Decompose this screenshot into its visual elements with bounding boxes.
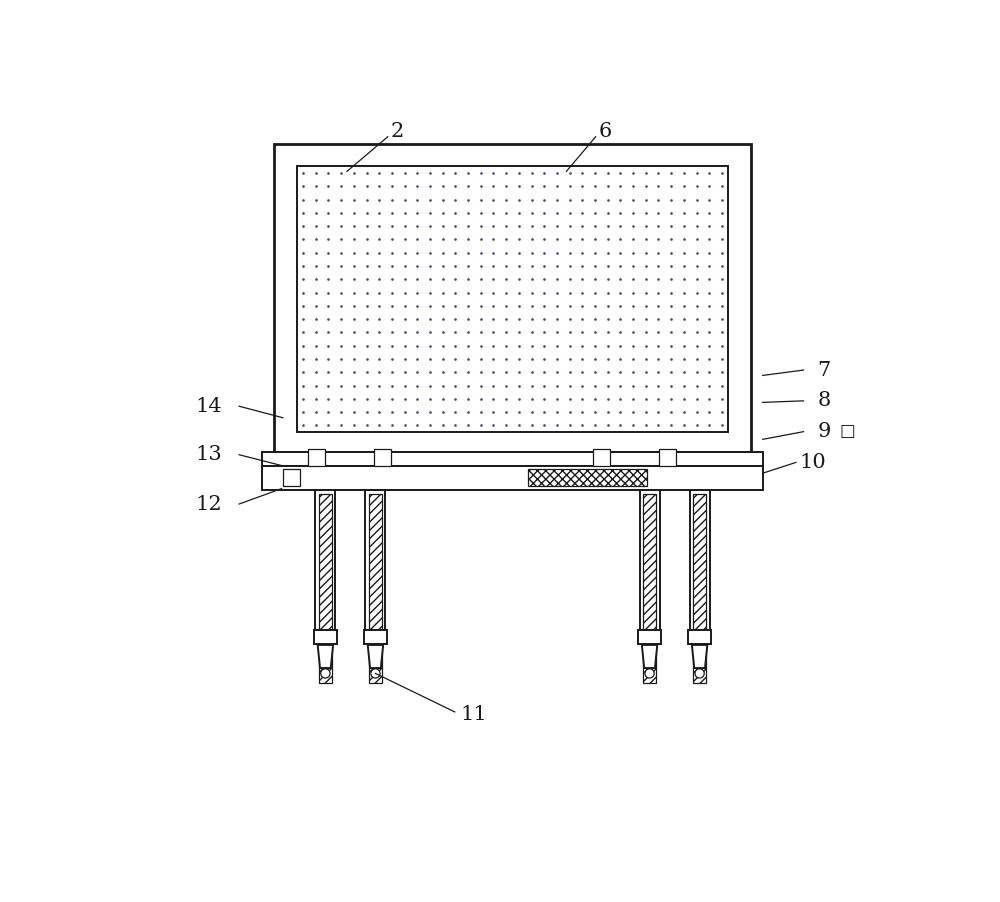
Bar xyxy=(274,144,751,453)
Bar xyxy=(308,448,325,465)
Text: 10: 10 xyxy=(799,453,826,472)
Text: 9: 9 xyxy=(818,422,831,441)
Text: 12: 12 xyxy=(195,494,222,513)
Circle shape xyxy=(695,668,704,678)
Polygon shape xyxy=(642,645,657,668)
Bar xyxy=(262,452,763,465)
Polygon shape xyxy=(692,645,707,668)
Bar xyxy=(369,494,382,684)
Circle shape xyxy=(321,668,330,678)
Text: 8: 8 xyxy=(818,391,831,410)
Bar xyxy=(688,630,711,644)
Bar xyxy=(690,490,710,631)
Text: 14: 14 xyxy=(195,397,222,416)
Bar xyxy=(262,465,763,490)
Bar xyxy=(593,448,610,465)
Bar xyxy=(314,630,337,644)
Text: 11: 11 xyxy=(461,704,487,723)
Bar xyxy=(643,494,656,684)
Text: □: □ xyxy=(840,423,855,440)
Text: 7: 7 xyxy=(818,361,831,380)
Bar xyxy=(528,469,647,485)
Bar xyxy=(374,448,391,465)
Bar xyxy=(315,490,335,631)
Circle shape xyxy=(645,668,654,678)
Circle shape xyxy=(371,668,380,678)
Bar xyxy=(640,490,660,631)
Bar xyxy=(319,494,332,684)
Bar xyxy=(297,166,728,432)
Bar xyxy=(364,630,387,644)
Polygon shape xyxy=(318,645,333,668)
Text: 13: 13 xyxy=(195,446,222,465)
Bar xyxy=(283,469,300,485)
Bar xyxy=(659,448,676,465)
Text: 6: 6 xyxy=(598,122,612,141)
Bar xyxy=(638,630,661,644)
Polygon shape xyxy=(368,645,383,668)
Text: 2: 2 xyxy=(390,122,404,141)
Bar xyxy=(693,494,706,684)
Bar xyxy=(365,490,385,631)
